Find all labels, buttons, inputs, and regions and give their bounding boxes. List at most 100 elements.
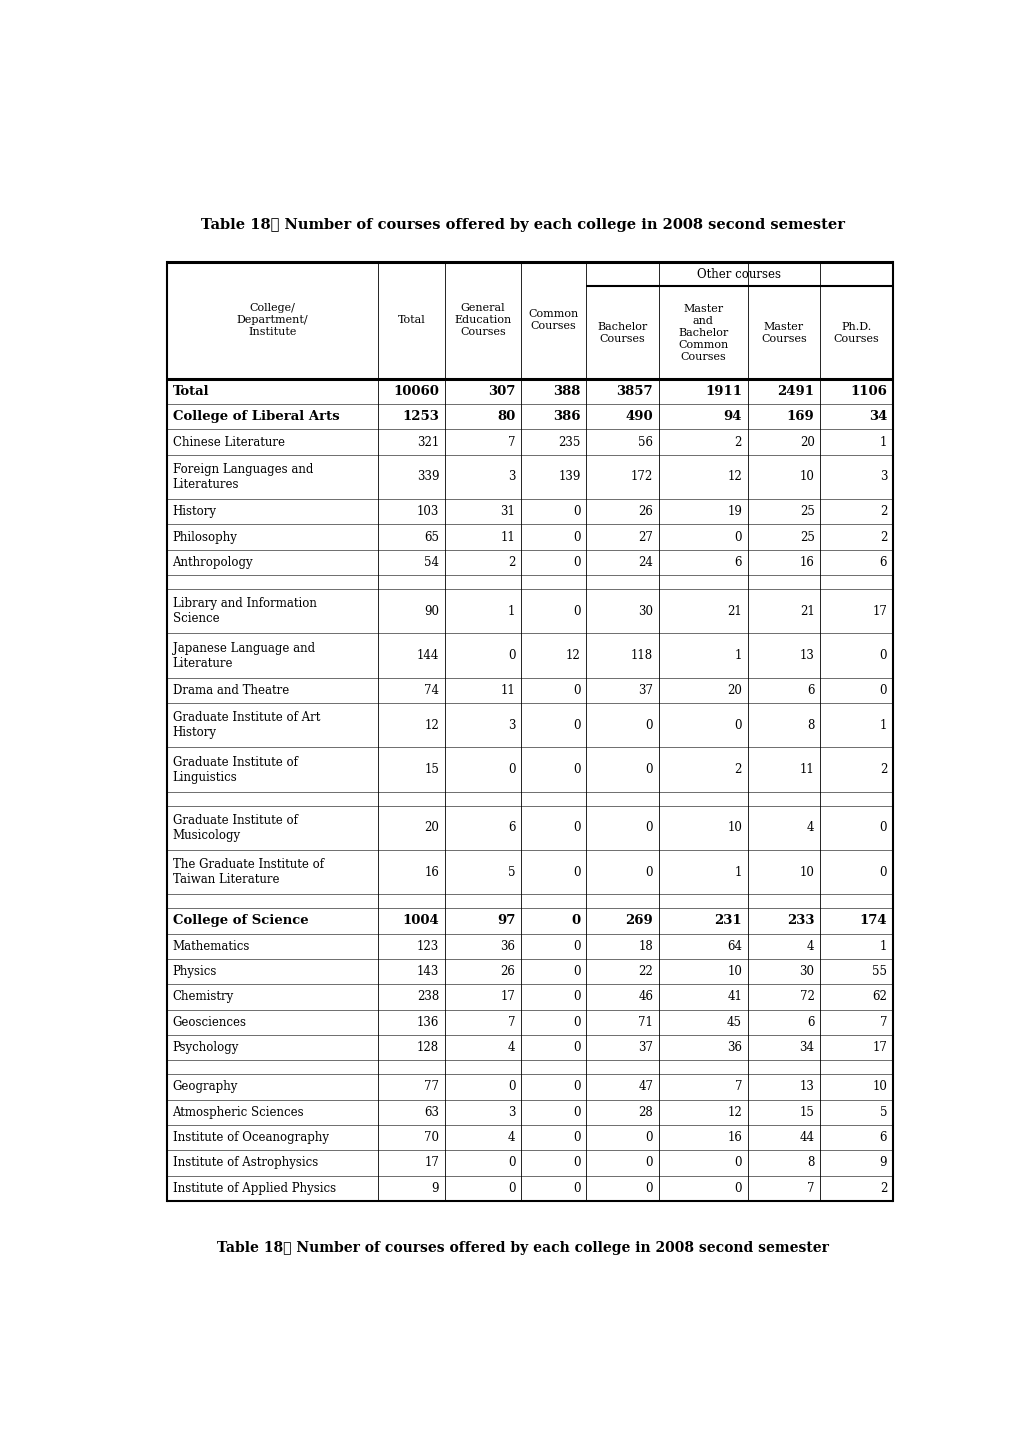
Text: 17: 17 [871,1042,887,1055]
Text: 231: 231 [713,915,741,928]
Text: 0: 0 [571,915,580,928]
Text: 12: 12 [727,1105,741,1118]
Text: 0: 0 [507,1081,515,1094]
Text: 0: 0 [734,719,741,732]
Text: 6: 6 [806,1016,814,1029]
Text: 2: 2 [879,763,887,776]
Text: 90: 90 [424,605,439,618]
Text: 0: 0 [507,649,515,662]
Text: 6: 6 [507,821,515,834]
Text: 65: 65 [424,531,439,544]
Text: 37: 37 [638,684,652,697]
Text: 4: 4 [507,1131,515,1144]
Text: 56: 56 [638,436,652,449]
Text: 0: 0 [573,684,580,697]
Text: 17: 17 [871,605,887,618]
Text: 0: 0 [573,1042,580,1055]
Text: 31: 31 [500,505,515,518]
Text: 12: 12 [566,649,580,662]
Text: Physics: Physics [172,965,217,978]
Text: Graduate Institute of Art
History: Graduate Institute of Art History [172,711,320,739]
Text: Library and Information
Science: Library and Information Science [172,597,316,625]
Text: 25: 25 [799,505,814,518]
Text: 0: 0 [645,763,652,776]
Text: 1: 1 [879,939,887,952]
Text: Geography: Geography [172,1081,237,1094]
Text: 12: 12 [424,719,439,732]
Text: 0: 0 [573,531,580,544]
Text: 44: 44 [799,1131,814,1144]
Text: 6: 6 [878,556,887,569]
Text: 2: 2 [734,763,741,776]
Text: 169: 169 [786,410,814,423]
Text: 0: 0 [507,1156,515,1169]
Text: 4: 4 [806,821,814,834]
Text: 25: 25 [799,531,814,544]
Text: General
Education
Courses: General Education Courses [453,303,511,338]
Text: 0: 0 [645,866,652,879]
Text: 41: 41 [727,990,741,1003]
Text: 386: 386 [552,410,580,423]
Text: 490: 490 [625,410,652,423]
Text: 7: 7 [507,1016,515,1029]
Text: 16: 16 [799,556,814,569]
Text: 123: 123 [417,939,439,952]
Text: 0: 0 [573,990,580,1003]
Text: 238: 238 [417,990,439,1003]
Text: Table 18： Number of courses offered by each college in 2008 second semester: Table 18： Number of courses offered by e… [217,1241,827,1254]
Text: 307: 307 [488,385,515,398]
Text: 0: 0 [645,719,652,732]
Text: 10: 10 [727,965,741,978]
Text: 94: 94 [722,410,741,423]
Text: 71: 71 [638,1016,652,1029]
Text: 3: 3 [507,1105,515,1118]
Text: Master
Courses: Master Courses [760,322,806,343]
Text: 12: 12 [727,470,741,483]
Text: 19: 19 [727,505,741,518]
Text: 0: 0 [645,1131,652,1144]
Text: 34: 34 [799,1042,814,1055]
Text: 11: 11 [500,684,515,697]
Text: Mathematics: Mathematics [172,939,250,952]
Text: College of Liberal Arts: College of Liberal Arts [172,410,339,423]
Text: 7: 7 [878,1016,887,1029]
Text: 0: 0 [573,1105,580,1118]
Text: 10: 10 [799,470,814,483]
Text: 6: 6 [806,684,814,697]
Text: 55: 55 [871,965,887,978]
Text: 30: 30 [638,605,652,618]
Text: 0: 0 [645,1182,652,1195]
Text: 20: 20 [799,436,814,449]
Text: 10060: 10060 [393,385,439,398]
Text: 118: 118 [631,649,652,662]
Text: 46: 46 [638,990,652,1003]
Text: 0: 0 [573,1016,580,1029]
Text: 321: 321 [417,436,439,449]
Text: History: History [172,505,216,518]
Text: 13: 13 [799,1081,814,1094]
Text: 0: 0 [878,866,887,879]
Text: 1004: 1004 [403,915,439,928]
Text: 9: 9 [431,1182,439,1195]
Text: 4: 4 [806,939,814,952]
Text: 235: 235 [557,436,580,449]
Text: 28: 28 [638,1105,652,1118]
Text: 74: 74 [424,684,439,697]
Text: Japanese Language and
Literature: Japanese Language and Literature [172,642,315,670]
Text: 388: 388 [552,385,580,398]
Text: 5: 5 [507,866,515,879]
Text: The Graduate Institute of
Taiwan Literature: The Graduate Institute of Taiwan Literat… [172,859,323,886]
Text: 3: 3 [507,719,515,732]
Text: 77: 77 [424,1081,439,1094]
Text: Graduate Institute of
Linguistics: Graduate Institute of Linguistics [172,756,298,784]
Text: Graduate Institute of
Musicology: Graduate Institute of Musicology [172,814,298,841]
Text: 6: 6 [734,556,741,569]
Text: Foreign Languages and
Literatures: Foreign Languages and Literatures [172,463,313,491]
Text: Other courses: Other courses [697,268,781,281]
Text: 2: 2 [734,436,741,449]
Text: 0: 0 [573,1182,580,1195]
Text: 143: 143 [417,965,439,978]
Text: 13: 13 [799,649,814,662]
Text: 144: 144 [417,649,439,662]
Text: Anthropology: Anthropology [172,556,253,569]
